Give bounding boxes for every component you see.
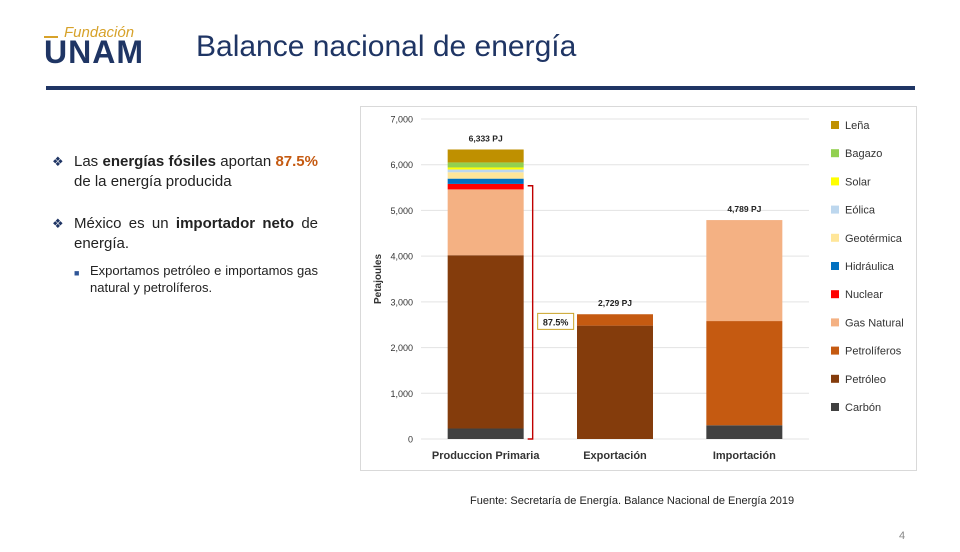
title-divider: [46, 86, 915, 90]
bullet-text-part: de energía.: [74, 215, 319, 252]
legend-label: Gas Natural: [845, 317, 904, 329]
sub-bullet-text: Exportamos petróleo e importamos gas nat…: [90, 263, 318, 295]
bar-segment: [447, 428, 524, 439]
page-number: 4: [899, 530, 906, 542]
y-tick-label: 7,000: [390, 115, 413, 125]
annotation-box: [537, 312, 575, 330]
bar-segment: [706, 220, 783, 322]
bar-layer: [447, 149, 783, 439]
bar-segment: [577, 314, 653, 326]
y-tick-label: 3,000: [390, 297, 413, 307]
legend-swatch: [831, 318, 839, 327]
bullet-fossil-share: ❖ Las energías fósiles aportan 87.5% de …: [52, 152, 318, 192]
legend-swatch: [831, 233, 839, 242]
x-category-label: Importación: [713, 450, 776, 462]
y-tick-label: 2,000: [390, 343, 413, 353]
legend-swatch: [831, 177, 839, 186]
bullet-text-part: México es un: [74, 215, 176, 232]
bar-segment: [706, 425, 783, 439]
legend-label: Leña: [845, 120, 870, 132]
legend-swatch: [831, 346, 839, 355]
bullet-text-part: Las: [74, 153, 103, 170]
legend-swatch: [831, 290, 839, 299]
legend-swatch: [831, 262, 839, 270]
bar-segment: [447, 167, 524, 170]
bar-segment: [706, 321, 783, 426]
y-tick-label: 1,000: [390, 389, 413, 399]
bullet-text-part: aportan: [216, 153, 276, 170]
legend-label: Bagazo: [845, 148, 882, 160]
legend-swatch: [831, 149, 839, 158]
stacked-bar-chart: 0 1,000 2,000 3,000 4,000 5,000 6,000 7,000 Peta…: [373, 115, 904, 463]
legend-label: Petróleo: [845, 374, 886, 386]
bar-segment: [447, 255, 524, 429]
diamond-bullet-icon: ❖: [52, 154, 64, 169]
bullet-bold-text: energías fósiles: [102, 153, 216, 170]
label-layer: 6,333 PJ Produccion Primaria 2,729 PJ Expor…: [432, 133, 776, 462]
bullet-text: México es un importador neto de energía.: [74, 214, 318, 254]
logo-top-text: Fundación: [64, 24, 135, 41]
x-category-label: Produccion Primaria: [432, 450, 540, 462]
logo-main-text: UNAM: [44, 34, 144, 70]
bar-segment: [447, 183, 524, 190]
legend-swatch: [831, 374, 839, 383]
bullet-text: Las energías fósiles aportan 87.5% de la…: [74, 152, 318, 192]
legend-label: Geotérmica: [845, 233, 903, 245]
square-bullet-icon: ■: [74, 268, 80, 278]
bar-total-label: 6,333 PJ: [469, 133, 503, 143]
bullet-text-part: de la energía producida: [74, 173, 232, 190]
y-tick-label: 6,000: [390, 160, 413, 170]
legend-layer: Leña Bagazo Solar Eólica Geotérmica Hidráulic…: [831, 120, 904, 414]
y-axis-label: Petajoules: [373, 254, 384, 304]
y-tick-label: 4,000: [390, 252, 413, 262]
bar-segment: [447, 189, 524, 256]
bar-total-label: 4,789 PJ: [727, 204, 761, 214]
legend-label: Hidráulica: [845, 261, 895, 273]
bullet-highlight-percent: 87.5%: [275, 153, 318, 170]
bar-segment: [447, 149, 524, 163]
legend-swatch: [831, 205, 839, 214]
legend-label: Solar: [845, 176, 871, 188]
page-title: Balance nacional de energía: [196, 30, 577, 63]
bar-segment: [447, 172, 524, 179]
legend-swatch: [831, 403, 839, 411]
bar-segment: [447, 162, 524, 168]
legend-label: Petrolíferos: [845, 346, 902, 358]
sub-bullet-export-import: ■ Exportamos petróleo e importamos gas n…: [74, 262, 318, 296]
legend-label: Nuclear: [845, 289, 883, 301]
bar-segment: [447, 169, 524, 173]
annotation-bracket: [527, 185, 534, 440]
logo-accent-line: [44, 36, 58, 38]
y-tick-label: 5,000: [390, 206, 413, 216]
source-note: Fuente: Secretaría de Energía. Balance N…: [470, 495, 795, 507]
legend-label: Carbón: [845, 402, 881, 414]
legend-label: Eólica: [845, 205, 876, 217]
energy-balance-chart: 0 1,000 2,000 3,000 4,000 5,000 6,000 7,000 Peta…: [360, 106, 917, 471]
bar-segment: [447, 178, 524, 184]
bullet-bold-text: importador neto: [175, 215, 295, 232]
annotation-label: 87.5%: [543, 317, 569, 327]
y-tick-label: 0: [408, 435, 413, 445]
legend-swatch: [831, 121, 839, 129]
bullet-net-importer: ❖ México es un importador neto de energí…: [52, 214, 318, 254]
x-category-label: Exportación: [583, 450, 647, 462]
bar-segment: [577, 325, 653, 439]
diamond-bullet-icon: ❖: [52, 216, 64, 231]
bullet-list: ❖ Las energías fósiles aportan 87.5% de …: [52, 152, 318, 296]
fundacion-unam-logo: Fundación UNAM: [44, 24, 162, 70]
bar-total-label: 2,729 PJ: [598, 298, 632, 308]
